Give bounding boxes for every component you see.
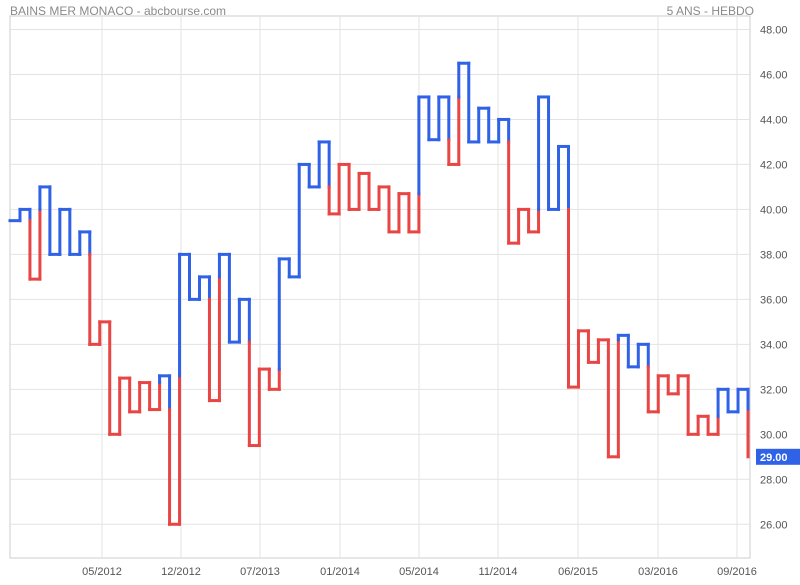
y-tick-label: 30.00 [760,429,788,441]
x-tick-label: 01/2014 [320,566,360,578]
last-price-badge [756,448,800,465]
y-tick-label: 28.00 [760,474,788,486]
x-tick-label: 03/2016 [638,566,678,578]
x-tick-label: 09/2016 [717,566,757,578]
x-tick-label: 12/2012 [161,566,201,578]
y-tick-label: 40.00 [760,204,788,216]
y-tick-label: 44.00 [760,114,788,126]
y-tick-label: 34.00 [760,339,788,351]
y-tick-label: 26.00 [760,519,788,531]
x-tick-label: 05/2012 [82,566,122,578]
plot-frame [9,15,751,559]
y-tick-label: 42.00 [760,159,788,171]
x-tick-label: 11/2014 [479,566,518,578]
x-tick-label: 06/2015 [558,566,598,578]
x-tick-label: 05/2014 [399,566,439,578]
last-price-label: 29.00 [760,452,788,464]
y-tick-label: 48.00 [760,24,788,36]
chart-title: BAINS MER MONACO - abcbourse.com [10,4,227,18]
x-tick-label: 07/2013 [240,566,280,578]
y-tick-label: 32.00 [760,384,788,396]
y-tick-label: 38.00 [760,249,788,261]
y-tick-label: 36.00 [760,294,788,306]
y-tick-label: 46.00 [760,69,788,81]
chart-period: 5 ANS - HEBDO [666,4,754,18]
